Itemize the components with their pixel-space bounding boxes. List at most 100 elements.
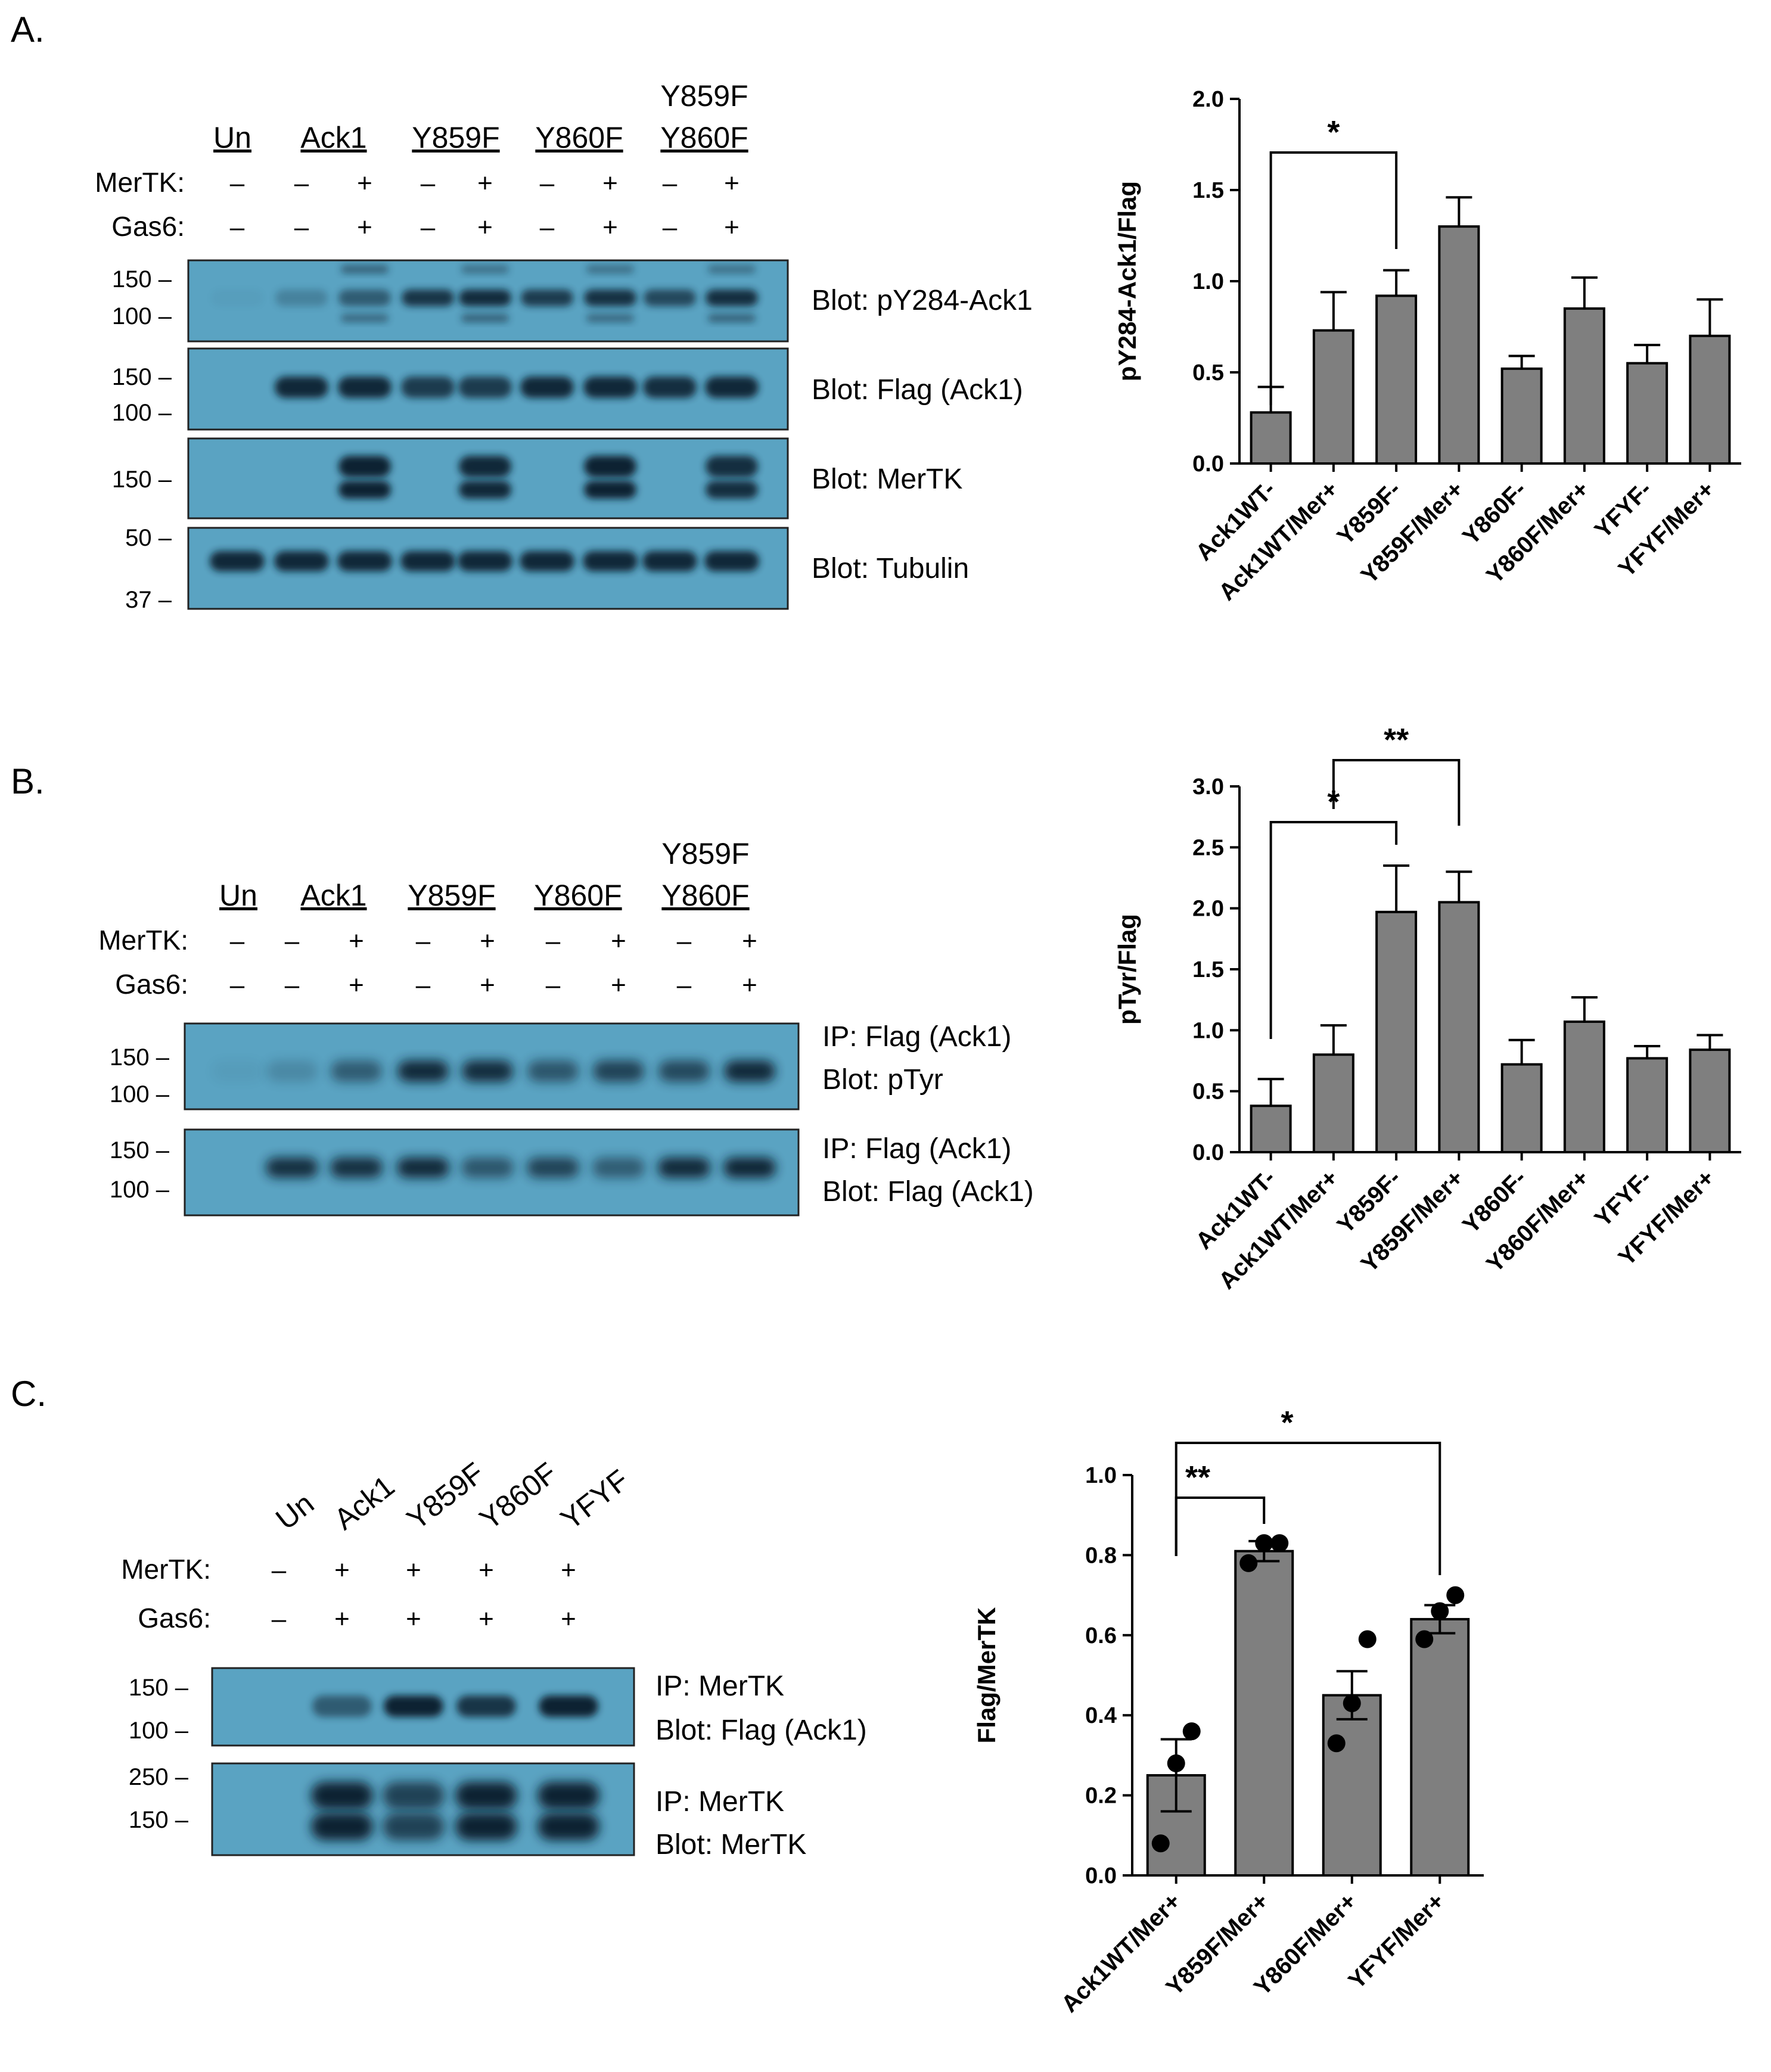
panel-a-blot-label-3: Blot: MerTK xyxy=(812,463,962,495)
blot-band xyxy=(397,1060,449,1082)
panel-b-mw-100: 100 – xyxy=(110,1081,170,1107)
chart-a-bar xyxy=(1312,329,1354,465)
panel-b-lane-un: Un xyxy=(219,879,257,912)
panel-c-gas6-sign: + xyxy=(479,1604,494,1634)
chart-c-ytick-label: 0.6 xyxy=(1085,1623,1117,1648)
chart-c-ytick-label: 0.8 xyxy=(1085,1543,1117,1568)
panel-a-mertk-sign: + xyxy=(724,169,740,198)
chart-b-ytick-label: 2.5 xyxy=(1192,835,1224,860)
panel-b-gas6-sign: – xyxy=(230,970,245,1000)
chart-c-significance-label: ** xyxy=(1185,1460,1210,1495)
panel-a-letter: A. xyxy=(11,10,45,49)
chart-c-bar xyxy=(1322,1694,1382,1877)
panel-c-mertk-sign: + xyxy=(406,1555,421,1585)
blot-band xyxy=(461,1158,514,1178)
blot-band xyxy=(383,1782,445,1809)
panel-c-ip-label-2: IP: MerTK xyxy=(655,1786,784,1818)
blot-band xyxy=(539,1695,598,1717)
panel-b-gas6-sign: – xyxy=(677,970,692,1000)
panel-c-lane-yfyf: YFYF xyxy=(554,1463,635,1536)
blot-band xyxy=(337,551,392,571)
blot-band xyxy=(338,377,392,398)
panel-a-mertk-label: MerTK: xyxy=(95,167,185,198)
blot-band xyxy=(586,314,634,322)
panel-a-mw-150: 150 – xyxy=(112,466,172,493)
blot-band xyxy=(520,551,574,571)
chart-a-ytick-label: 0.5 xyxy=(1192,360,1224,385)
chart-b-ytick-label: 3.0 xyxy=(1192,774,1224,799)
chart-a-y-label: pY284-Ack1/Flag xyxy=(1113,181,1141,381)
chart-b-significance-bracket xyxy=(1269,821,1398,1039)
chart-b-bar xyxy=(1438,901,1480,1154)
chart-a-bar xyxy=(1563,307,1605,465)
blot-band xyxy=(384,1695,443,1717)
panel-b-gas6-sign: + xyxy=(742,970,757,1000)
panel-c-mw-150: 150 – xyxy=(129,1675,189,1701)
chart-c-bar xyxy=(1410,1617,1470,1877)
panel-c-mertk-sign: + xyxy=(334,1555,350,1585)
blot-band xyxy=(341,265,389,273)
blot-band xyxy=(401,377,455,398)
chart-c-data-point xyxy=(1431,1602,1449,1620)
panel-c-mertk-sign: + xyxy=(479,1555,494,1585)
panel-c-bands xyxy=(311,1695,599,1840)
panel-b-lane-y859f: Y859F xyxy=(408,879,495,912)
chart-c-data-point xyxy=(1255,1534,1273,1553)
panel-a-lane-yfyf-bottom: Y860F xyxy=(660,121,748,154)
panel-b-lane-yfyf-bottom: Y860F xyxy=(661,879,749,912)
chart-b-bar xyxy=(1563,1021,1605,1154)
panel-a-gas6-sign: – xyxy=(540,213,555,242)
chart-c-y-label: Flag/MerTK xyxy=(973,1607,1001,1744)
chart-b-ytick-label: 2.0 xyxy=(1192,897,1224,922)
blot-band xyxy=(312,1695,372,1717)
blot-band xyxy=(330,1158,383,1178)
chart-a-bar xyxy=(1626,362,1669,465)
blot-band xyxy=(311,1813,373,1840)
panel-a-gas6-sign: – xyxy=(421,213,436,242)
blot-band xyxy=(462,1060,513,1082)
blot-band xyxy=(456,1695,516,1717)
chart-c-xtick-label: YFYF/Mer+ xyxy=(1344,1888,1450,1994)
blot-band xyxy=(583,377,637,398)
blot-band xyxy=(643,377,697,398)
blot-band xyxy=(274,551,329,571)
panel-a-mertk-sign: + xyxy=(477,169,493,198)
blot-band xyxy=(520,377,574,398)
panel-c-gas6-sign: – xyxy=(272,1604,287,1634)
panel-b-gas6-sign: + xyxy=(349,970,364,1000)
panel-c-mertk-label: MerTK: xyxy=(121,1554,211,1585)
panel-b-mertk-sign: + xyxy=(742,926,757,956)
blot-band xyxy=(521,290,573,306)
panel-b-mertk-sign: – xyxy=(285,926,300,956)
panel-a-mw-100: 100 – xyxy=(112,303,172,329)
blot-band xyxy=(455,1813,517,1840)
chart-b-bar xyxy=(1689,1049,1731,1153)
blot-band xyxy=(592,1158,645,1178)
blot-band xyxy=(724,1060,775,1082)
blot-band xyxy=(584,481,636,499)
blot-band xyxy=(266,1060,318,1082)
chart-c-data-point xyxy=(1327,1734,1346,1753)
panel-b-mertk-sign: – xyxy=(230,926,245,956)
panel-a-lane-y859f: Y859F xyxy=(412,121,499,154)
panel-a-blot-3 xyxy=(187,437,789,519)
chart-c-data-point xyxy=(1358,1630,1377,1648)
blot-band xyxy=(341,314,389,322)
blot-band xyxy=(311,1782,373,1809)
panel-b-gas6-label: Gas6: xyxy=(115,969,188,1000)
panel-b-lane-ack1: Ack1 xyxy=(300,879,366,912)
panel-b-gas6-sign: + xyxy=(611,970,626,1000)
blot-band xyxy=(537,1813,599,1840)
blot-band xyxy=(400,551,455,571)
panel-c-mw-250: 250 – xyxy=(129,1764,189,1790)
blot-band xyxy=(537,1782,599,1809)
panel-a-gas6-sign: – xyxy=(230,213,245,242)
chart-a-ytick-label: 2.0 xyxy=(1192,87,1224,112)
chart-c-significance-bracket xyxy=(1175,1497,1266,1556)
blot-band xyxy=(210,551,265,571)
panel-a-mertk-sign: – xyxy=(230,169,245,198)
blot-band xyxy=(459,290,511,306)
panel-b-ip-label-2: IP: Flag (Ack1) xyxy=(822,1133,1011,1165)
blot-band xyxy=(383,1813,445,1840)
panel-a-gas6-sign: – xyxy=(294,213,309,242)
